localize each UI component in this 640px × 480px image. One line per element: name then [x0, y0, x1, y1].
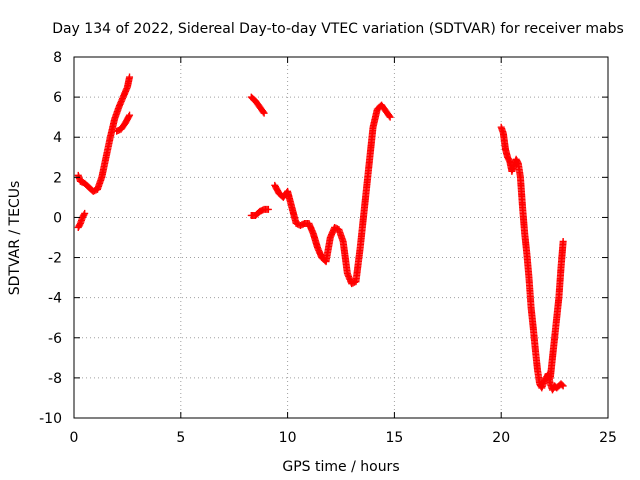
series-arc-8 — [546, 238, 567, 382]
series-arc-3 — [113, 111, 134, 135]
series-arc-7 — [497, 123, 567, 394]
x-tick-label: 10 — [279, 430, 297, 446]
y-tick-label: 6 — [53, 90, 62, 106]
data-point — [386, 113, 394, 121]
data-point — [264, 205, 272, 213]
data-point — [559, 238, 567, 246]
y-tick-label: 2 — [53, 170, 62, 186]
data-point — [80, 211, 88, 219]
x-tick-label: 15 — [385, 430, 403, 446]
y-tick-label: -6 — [48, 331, 62, 347]
chart-title: Day 134 of 2022, Sidereal Day-to-day VTE… — [52, 21, 624, 37]
x-tick-label: 25 — [599, 430, 617, 446]
gridlines — [74, 57, 608, 418]
y-tick-label: -10 — [39, 411, 62, 427]
data-point — [125, 112, 133, 120]
y-tick-label: -8 — [48, 371, 62, 387]
series-arc-6 — [271, 101, 394, 288]
series-arc-4 — [247, 93, 268, 117]
data-point — [558, 381, 566, 389]
axis-ticks — [73, 56, 609, 419]
data-point — [126, 73, 134, 81]
tick-labels: 0 5 10 15 20 25 -10 -8 -6 -4 -2 0 2 4 6 8 — [39, 50, 617, 446]
y-tick-label: 4 — [53, 130, 62, 146]
data-point — [126, 111, 134, 119]
x-tick-label: 5 — [176, 430, 185, 446]
plot-points — [74, 73, 567, 394]
y-tick-label: 8 — [53, 50, 62, 66]
data-point — [81, 209, 89, 217]
y-tick-label: -2 — [48, 251, 62, 267]
x-tick-label: 0 — [70, 430, 79, 446]
data-point — [259, 108, 267, 116]
plot-frame — [73, 56, 609, 419]
y-tick-label: 0 — [53, 210, 62, 226]
series-arc-1 — [74, 73, 134, 195]
y-axis-label: SDTVAR / TECUs — [7, 181, 23, 296]
data-point — [385, 112, 393, 120]
series-arc-5 — [247, 205, 272, 219]
data-point — [559, 382, 567, 390]
y-tick-label: -4 — [48, 291, 62, 307]
x-axis-label: GPS time / hours — [282, 459, 399, 475]
series-arc-2 — [74, 209, 89, 231]
data-point — [260, 109, 268, 117]
x-tick-label: 20 — [492, 430, 510, 446]
